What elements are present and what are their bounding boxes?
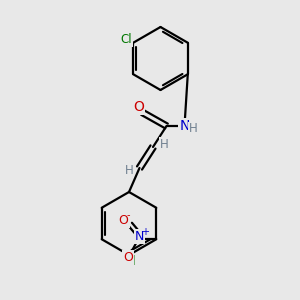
Text: Cl: Cl [121, 33, 132, 46]
Text: -: - [127, 210, 130, 220]
Text: O: O [134, 100, 144, 114]
Text: O: O [123, 251, 133, 264]
Text: H: H [189, 122, 198, 136]
Text: N: N [135, 230, 145, 243]
Text: +: + [141, 227, 149, 237]
Text: H: H [160, 138, 169, 151]
Text: O: O [118, 214, 128, 227]
Text: Cl: Cl [125, 255, 136, 268]
Text: H: H [124, 164, 134, 177]
Text: N: N [179, 119, 190, 133]
